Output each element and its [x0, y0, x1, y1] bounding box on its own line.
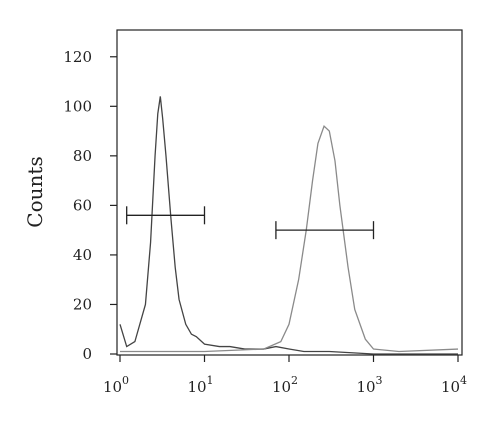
y-tick-label: 80: [73, 147, 92, 165]
y-tick-label: 0: [82, 345, 92, 363]
y-tick-label: 120: [63, 48, 92, 66]
y-tick-label: 100: [63, 97, 92, 115]
x-tick-base: 10: [272, 378, 291, 396]
gate: [275, 221, 375, 240]
histogram-line: [119, 96, 458, 355]
x-tick-base: 10: [441, 378, 460, 396]
x-tick-exponent: 0: [122, 374, 129, 387]
y-tick-label: 60: [73, 196, 92, 214]
x-tick-label: 103: [356, 374, 382, 396]
x-tick-base: 10: [103, 378, 122, 396]
x-tick-label: 102: [272, 374, 298, 396]
x-tick-label: 100: [103, 374, 129, 396]
histogram-line: [120, 124, 459, 353]
x-tick-exponent: 2: [291, 374, 298, 387]
x-tick-label: 101: [187, 374, 213, 396]
x-tick-exponent: 4: [460, 374, 467, 387]
x-tick-base: 10: [187, 378, 206, 396]
y-tick-label: 40: [73, 246, 92, 264]
y-tick-label: 20: [73, 295, 92, 313]
x-tick-exponent: 3: [376, 374, 383, 387]
y-axis-label: Counts: [23, 156, 47, 227]
gate: [126, 206, 206, 225]
x-tick-exponent: 1: [207, 374, 214, 387]
x-tick-label: 104: [441, 374, 467, 396]
x-tick-base: 10: [356, 378, 375, 396]
